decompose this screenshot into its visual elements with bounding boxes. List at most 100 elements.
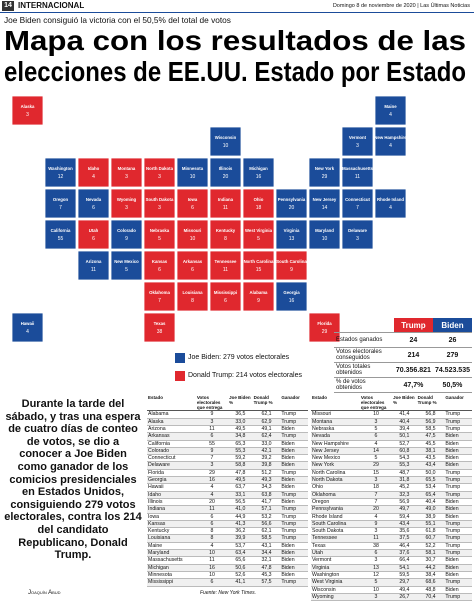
table-cell: 51,2	[252, 469, 281, 478]
state-votes: 38	[157, 329, 163, 335]
table-cell: 58,5	[252, 534, 281, 543]
column-header: Joe Biden %	[228, 395, 253, 412]
state-label: Maryland	[315, 228, 334, 233]
state-tile	[275, 219, 308, 250]
table-cell: 63,8	[252, 491, 281, 499]
table-cell: 7	[359, 491, 393, 499]
table-cell: 10	[195, 571, 229, 580]
state-tile	[110, 157, 143, 188]
state-votes: 11	[223, 267, 228, 273]
state-votes: 5	[158, 236, 161, 242]
table-cell: 49,5	[228, 425, 253, 434]
table-cell: Trump	[444, 549, 472, 558]
table-cell: California	[147, 440, 196, 448]
column-header: Votos electorales que entrega	[195, 395, 229, 412]
table-cell: 7	[195, 454, 229, 463]
date-line: Domingo 8 de noviembre de 2020 | Las Últ…	[332, 3, 470, 9]
table-cell: 58,5	[416, 425, 445, 434]
state-tile	[11, 95, 44, 126]
table-cell: 53,4	[416, 483, 445, 492]
table-cell: 37,5	[392, 534, 417, 543]
table-cell: Oregon	[311, 498, 360, 507]
state-label: Nebraska	[150, 228, 170, 233]
state-votes: 18	[256, 205, 262, 211]
state-votes: 14	[322, 205, 328, 211]
state-tile	[341, 219, 374, 250]
table-cell: Wisconsin	[311, 586, 360, 594]
state-map: Alabama 9 Alaska 3 Arizona 11 Arkansas 6 Califor…	[11, 95, 407, 343]
state-label: South Carolina	[276, 259, 307, 264]
state-label: New Mexico	[114, 259, 139, 264]
summary-cell: Votos totales obtenidos	[334, 362, 394, 378]
table-row: Mississippi 6 41,1 57,5 Trump	[147, 578, 308, 587]
table-cell: Biden	[280, 440, 308, 448]
table-cell: South Carolina	[311, 520, 360, 529]
table-cell: 10	[195, 549, 229, 558]
state-label: Georgia	[283, 290, 300, 295]
table-row: Michigan 16 50,6 47,8 Biden	[147, 564, 308, 572]
table-cell: Hawaii	[147, 483, 196, 492]
table-cell: Biden	[280, 454, 308, 463]
table-cell: 4	[359, 513, 393, 521]
table-cell: 5	[359, 578, 393, 587]
state-label: Massachusetts	[342, 166, 373, 171]
table-row: New York 29 55,3 43,4 Biden	[311, 461, 472, 470]
table-cell: 55,3	[228, 447, 253, 456]
table-row: Washington 12 59,5 38,4 Biden	[311, 571, 472, 580]
summary-head: Biden	[432, 318, 472, 333]
summary-cell: 50,5%	[432, 377, 472, 393]
table-row: Ohio 18 45,2 53,4 Trump	[311, 483, 472, 492]
table-cell: 54,3	[392, 454, 417, 463]
table-cell: 37,6	[392, 549, 417, 558]
table-cell: New Jersey	[311, 447, 360, 456]
table-cell: 57,5	[252, 578, 281, 587]
kicker: Joe Biden consiguió la victoria con el 5…	[4, 15, 231, 25]
state-votes: 13	[289, 236, 295, 242]
state-tile	[77, 157, 110, 188]
table-cell: 6	[195, 513, 229, 521]
table-cell: Trump	[280, 534, 308, 543]
table-cell: 45,2	[392, 483, 417, 492]
table-row: Georgia 16 49,5 49,3 Biden	[147, 476, 308, 485]
table-row: Kentucky 8 36,2 62,1 Trump	[147, 527, 308, 536]
table-row: Vermont 3 66,4 30,7 Biden	[311, 556, 472, 565]
state-votes: 3	[125, 174, 128, 180]
table-cell: 63,7	[228, 483, 253, 492]
summary-cell: 24	[393, 332, 433, 348]
table-cell: 6	[195, 520, 229, 529]
table-cell: 49,3	[252, 476, 281, 485]
table-row: South Carolina 9 43,4 55,1 Trump	[311, 520, 472, 529]
table-cell: 63,4	[228, 549, 253, 558]
table-row: Nevada 6 50,1 47,5 Biden	[311, 432, 472, 441]
table-cell: 39,9	[228, 534, 253, 543]
table-row: Missouri 10 41,4 56,8 Trump	[311, 410, 472, 419]
table-cell: 45,5	[416, 440, 445, 448]
table-cell: 43,5	[416, 454, 445, 463]
table-cell: 10	[359, 586, 393, 594]
table-cell: 48,8	[416, 586, 445, 594]
table-cell: Biden	[444, 447, 472, 456]
state-label: Delaware	[348, 228, 367, 233]
state-label: Mississippi	[214, 290, 237, 295]
state-votes: 4	[92, 174, 95, 180]
state-tile	[275, 250, 308, 281]
table-cell: 6	[359, 432, 393, 441]
table-cell: Minnesota	[147, 571, 196, 580]
state-label: Alaska	[21, 104, 35, 109]
state-tile	[143, 157, 176, 188]
table-cell: Biden	[444, 505, 472, 514]
table-cell: Connecticut	[147, 454, 196, 463]
state-label: Louisiana	[182, 290, 203, 295]
legend-item: Donald Trump: 214 votos electorales	[175, 368, 325, 384]
table-cell: Trump	[444, 483, 472, 492]
table-cell: 31,8	[392, 476, 417, 485]
state-label: Nevada	[86, 197, 102, 202]
table-cell: Vermont	[311, 556, 360, 565]
table-cell: Trump	[444, 542, 472, 551]
table-cell: 65,5	[416, 476, 445, 485]
table-cell: Biden	[444, 454, 472, 463]
table-cell: Biden	[280, 571, 308, 580]
state-tile	[143, 281, 176, 312]
table-cell: 33,0	[252, 440, 281, 448]
table-cell: 34,8	[228, 432, 253, 441]
